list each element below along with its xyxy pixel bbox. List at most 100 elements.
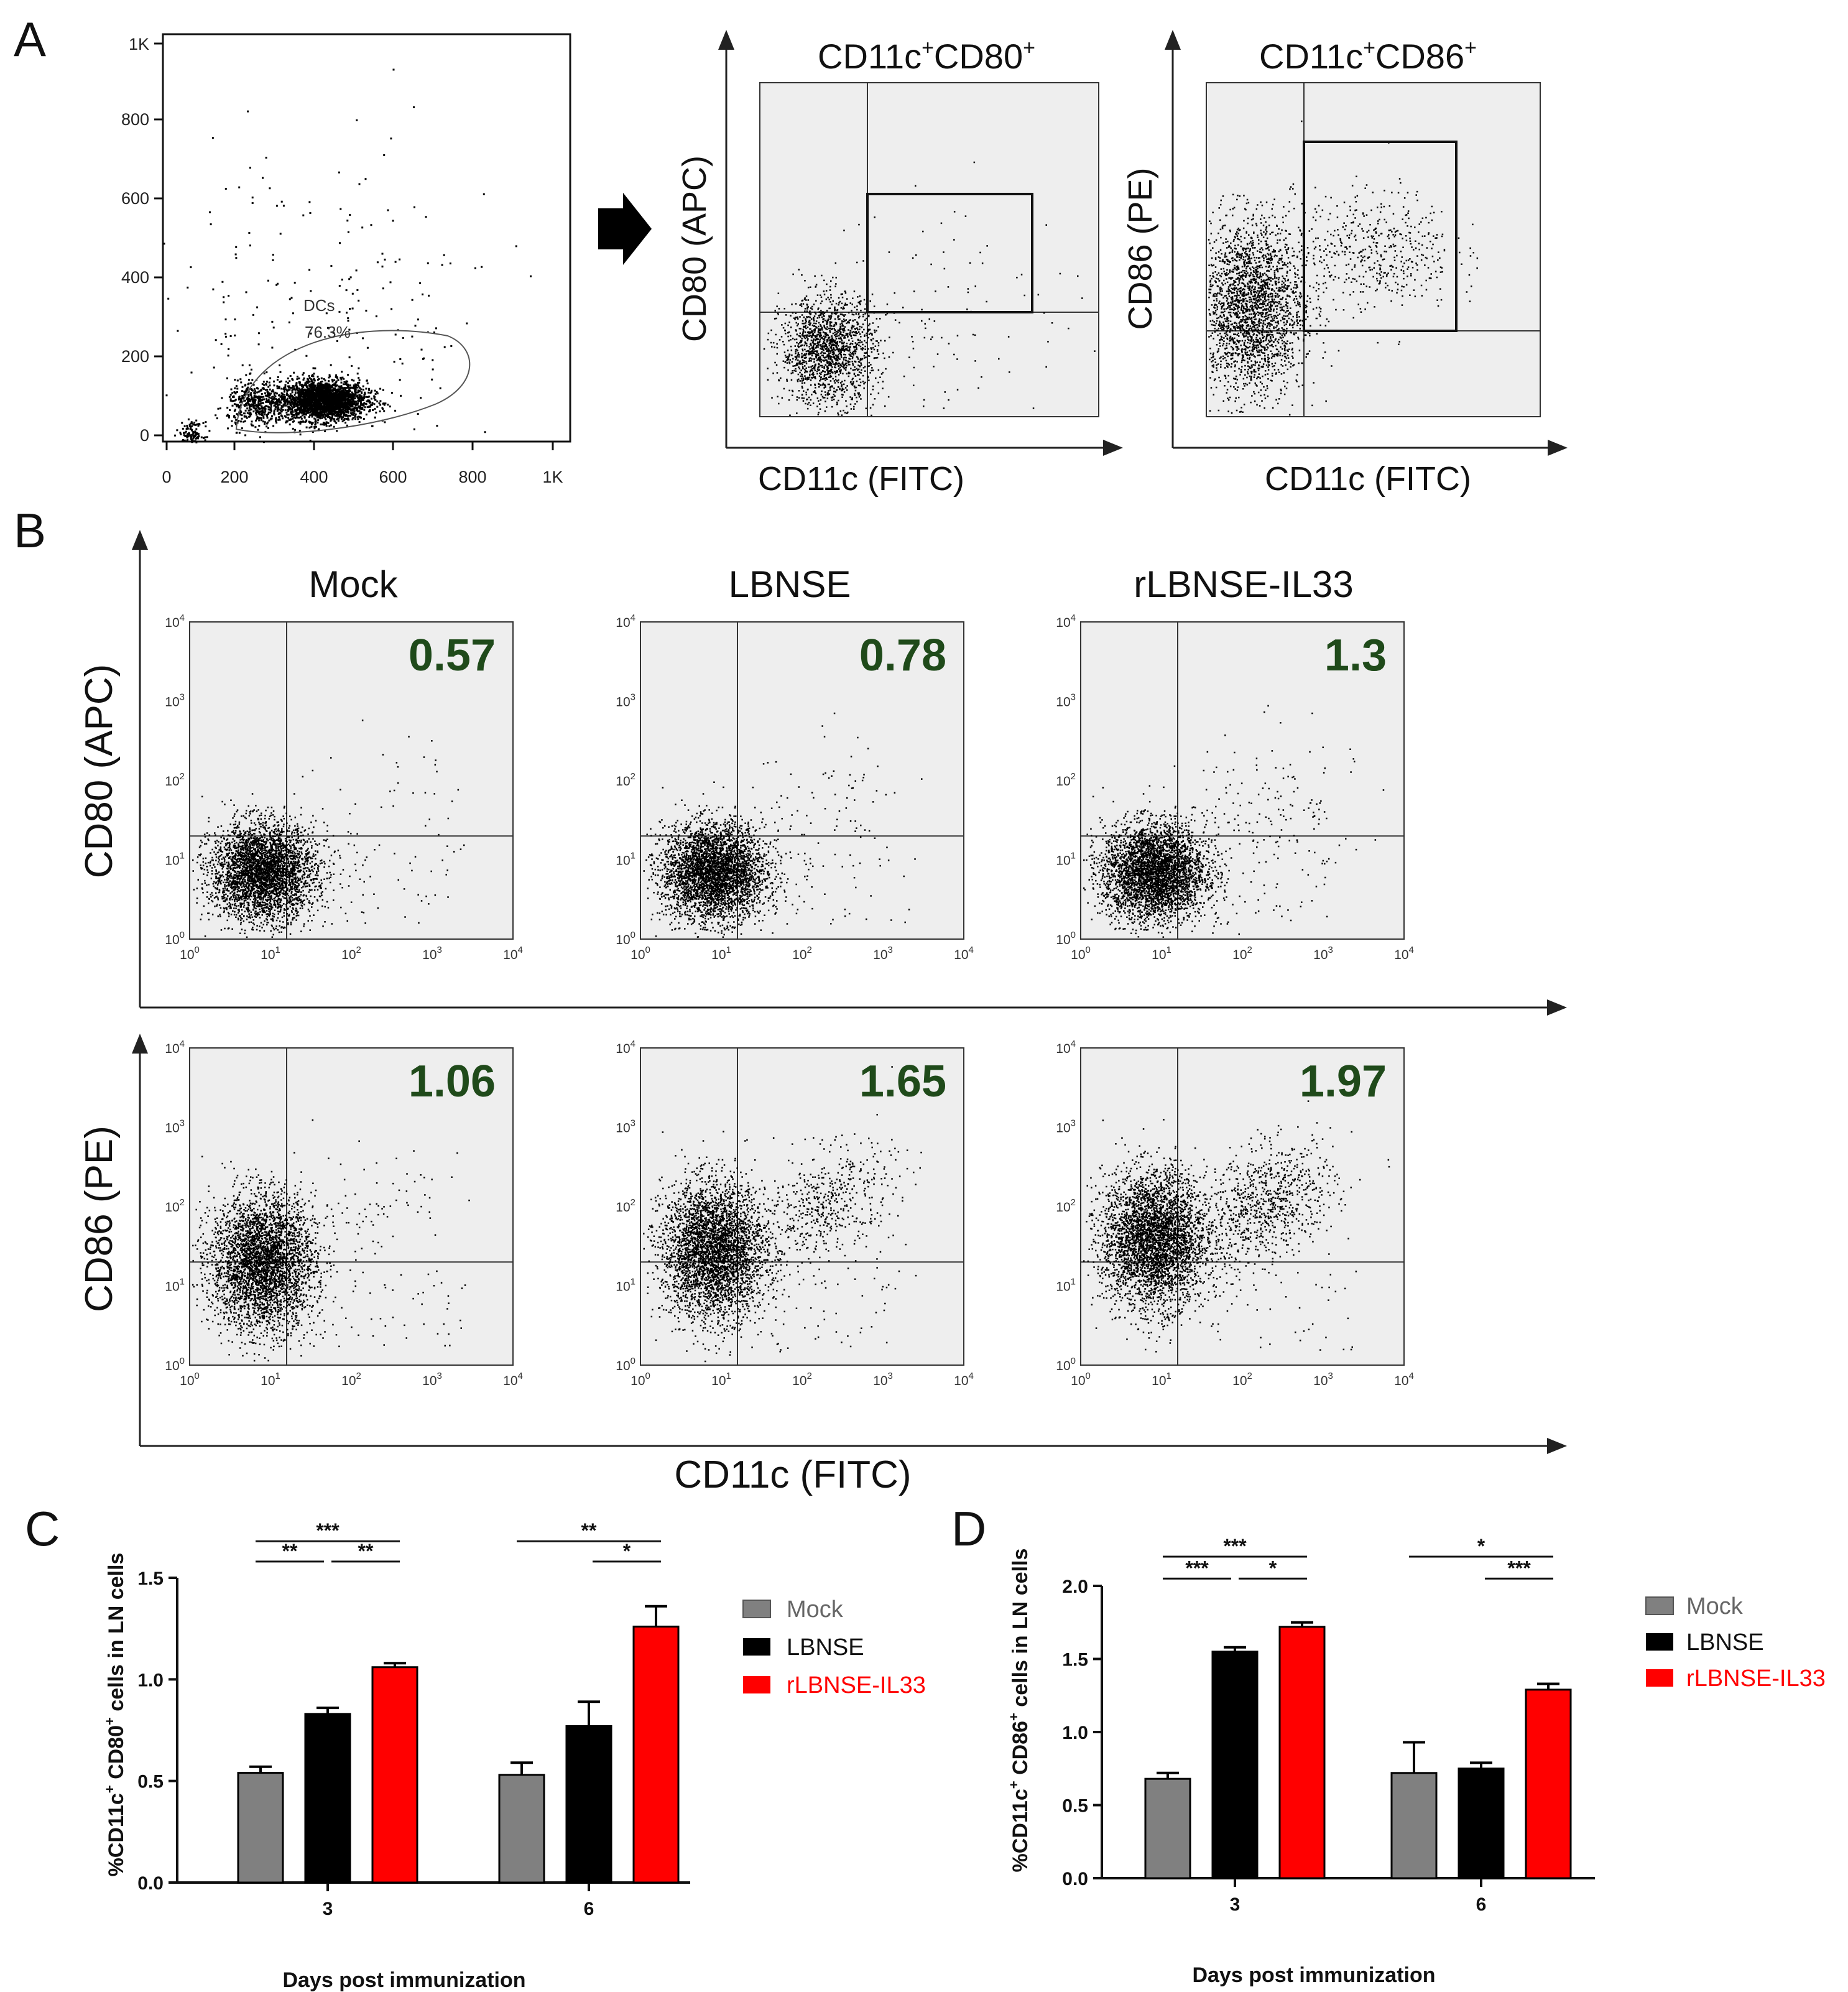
significance-label: * [1477,1535,1485,1557]
b-percent-5: 1.97 [1300,1057,1387,1106]
bar-Mock-6 [1390,1772,1438,1879]
b-xtick: 103 [1313,1371,1333,1388]
a1-ytick: 800 [121,110,149,129]
a1-gate-name: DCs [303,296,335,315]
panel-a3: CD11c+CD86+ CD86 (PE) CD11c (FITC) [1122,30,1568,498]
d-xlabel: Days post immunization [1192,1963,1435,1987]
a1-xtick: 600 [379,468,407,486]
b-xtick: 102 [341,1371,361,1388]
d-legend-swatch-lbnse [1646,1633,1673,1651]
b-title-rlbnse-il33: rLBNSE-IL33 [1134,563,1354,605]
significance-label: *** [1507,1557,1531,1579]
d-ylabel: %CD11c+ CD86+ cells in LN cells [1006,1549,1032,1873]
significance-label: * [623,1540,631,1562]
a1-ytick: 200 [121,347,149,366]
b-xtick: 103 [873,945,893,962]
panel-c: 0.00.51.01.53 6***** ***** Days post immun… [102,1519,926,1992]
b-ytick: 100 [616,1356,635,1373]
a2-xlabel: CD11c (FITC) [758,460,964,498]
b-ytick: 104 [165,613,185,630]
panel-b: CD80 (APC) CD86 (PE) CD11c (FITC) Mock L… [78,530,1567,1496]
bar-xtick: 3 [323,1899,333,1919]
b-ytick: 101 [165,1277,185,1294]
c-ylabel: %CD11c+ CD80+ cells in LN cells [102,1553,128,1877]
c-legend-mock: Mock [787,1596,844,1623]
b-ytick: 103 [1056,692,1076,710]
b-xtick: 101 [1152,1371,1171,1388]
bar-LBNSE-3 [304,1713,351,1884]
b-ytick: 104 [1056,613,1076,630]
panel-a1: DCs 76.3% 0 200 400 600 800 1K 0 200 400… [121,33,571,486]
b-xtick: 102 [792,1371,812,1388]
d-legend-lbnse: LBNSE [1686,1629,1764,1656]
bar-xtick: 6 [1476,1894,1487,1915]
b-ytick: 100 [165,930,185,947]
b-xtick: 103 [1313,945,1333,962]
a1-xtick: 0 [162,468,171,486]
b-xtick: 101 [261,945,280,962]
b-xtick: 100 [1071,945,1091,962]
scatter-dots [192,720,465,938]
b-xtick: 104 [1394,1371,1414,1388]
panel-a2: CD11c+CD80+ CD80 (APC) CD11c (FITC) [676,30,1123,498]
b-xtick: 104 [954,1371,974,1388]
b-xlabel: CD11c (FITC) [674,1453,911,1496]
b-xtick: 101 [711,945,731,962]
b-xtick: 101 [711,1371,731,1388]
bar-xtick: 6 [584,1899,594,1919]
a1-gate-percent: 76.3% [305,323,351,341]
a1-ytick: 0 [140,426,149,445]
b-xtick: 100 [1071,1371,1091,1388]
a1-ytick: 1K [129,35,149,53]
b-xtick: 100 [631,1371,650,1388]
a1-xtick: 400 [300,468,328,486]
b-ytick: 102 [165,771,185,789]
a1-xtick: 1K [542,468,563,486]
b-percent-2: 1.3 [1324,631,1387,680]
scatter-dots [192,1119,470,1362]
b-xtick: 100 [180,945,200,962]
d-bar-chart: 0.00.51.01.52.03 6****** ***** [1062,1535,1595,1915]
a1-ytick: 400 [121,268,149,287]
b-ytick: 102 [1056,771,1076,789]
bar-ytick: 0.5 [137,1772,164,1792]
bar-ytick: 0.5 [1062,1796,1088,1817]
bar-ytick: 0.0 [137,1873,164,1894]
bar-LBNSE-6 [565,1725,612,1884]
b-xtick: 102 [792,945,812,962]
b-xtick: 100 [180,1371,200,1388]
d-legend-swatch-mock [1645,1596,1674,1615]
b-ytick: 102 [1056,1197,1076,1215]
b-ytick: 100 [616,930,635,947]
significance-label: ** [581,1519,597,1542]
bar-ytick: 0.0 [1062,1869,1088,1889]
b-xtick: 104 [503,945,523,962]
a3-title: CD11c+CD86+ [1259,36,1477,76]
b-ytick: 103 [165,692,185,710]
b-xtick: 102 [1232,945,1252,962]
b-ytick: 102 [616,1197,635,1215]
bar-xtick: 3 [1230,1894,1240,1915]
b-ytick: 102 [165,1197,185,1215]
b-ytick: 104 [1056,1039,1076,1056]
significance-label: *** [316,1519,340,1542]
b-ytick: 102 [616,771,635,789]
c-legend: Mock LBNSE rLBNSE-IL33 [742,1596,926,1698]
panel-d: 0.00.51.01.52.03 6****** ***** Days post i… [1006,1535,1826,1987]
a3-xlabel: CD11c (FITC) [1265,460,1471,498]
b-xtick: 104 [503,1371,523,1388]
bar-Mock-6 [498,1774,545,1884]
b-ytick: 101 [1056,1277,1076,1294]
b-row-label-cd86: CD86 (PE) [78,1126,121,1312]
b-percent-3: 1.06 [409,1057,496,1106]
arrow-icon [598,193,652,265]
significance-label: * [1269,1557,1277,1579]
c-legend-lbnse: LBNSE [787,1634,864,1661]
a1-xtick: 800 [458,468,486,486]
scatter-dots [1208,120,1479,416]
b-xtick: 102 [1232,1371,1252,1388]
